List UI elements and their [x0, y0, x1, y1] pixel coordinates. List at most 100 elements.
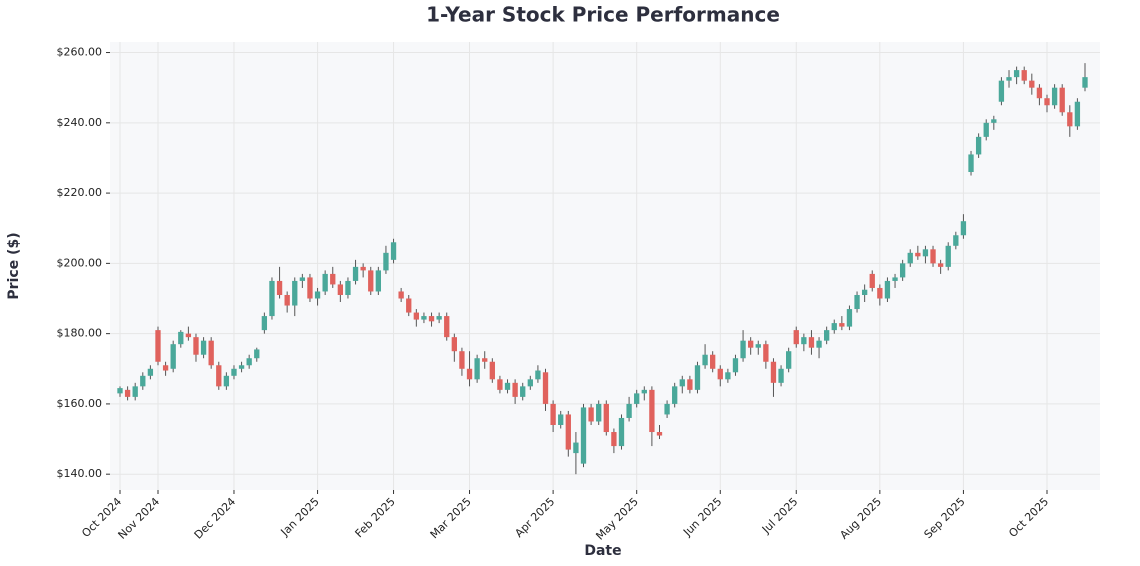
candle-body [748, 340, 754, 348]
candle-body [337, 284, 344, 295]
candle-body [975, 136, 982, 155]
candle-body [322, 273, 328, 292]
y-tick-label: $240.00 [57, 116, 103, 129]
candle-body [284, 294, 290, 306]
candle-body [892, 277, 898, 281]
candle-body [998, 80, 1005, 102]
candle-body [1029, 80, 1035, 88]
candle-body [634, 393, 640, 404]
candle-body [907, 252, 913, 264]
candle-body [725, 372, 731, 380]
x-tick-label: Aug 2025 [837, 495, 884, 542]
y-tick-label: $220.00 [57, 186, 103, 199]
y-tick-label: $200.00 [57, 256, 103, 269]
candle-body [801, 337, 807, 345]
candle-body [991, 119, 997, 123]
candle-body [238, 365, 245, 369]
candle-body [170, 344, 176, 369]
candle-body [641, 389, 647, 394]
candle-body [763, 344, 769, 362]
candle-body [497, 379, 503, 390]
candle-body [276, 280, 283, 295]
candle-body [147, 368, 154, 376]
candle-body [223, 375, 230, 387]
candle-body [869, 273, 875, 288]
candle-body [208, 340, 214, 366]
candle-body [375, 270, 382, 292]
candle-body [1082, 77, 1088, 88]
candle-body [937, 263, 944, 267]
candle-body [261, 316, 268, 331]
candle-body [428, 316, 435, 322]
candle-body [945, 245, 951, 267]
candle-body [702, 354, 708, 366]
chart-title: 1-Year Stock Price Performance [426, 3, 780, 27]
candle-body [770, 361, 777, 383]
candle-body [512, 382, 518, 397]
candle-body [968, 154, 974, 173]
candle-body [231, 368, 237, 376]
candle-body [292, 280, 298, 306]
candle-body [618, 417, 625, 447]
candle-body [922, 249, 929, 257]
candle-body [216, 365, 222, 387]
x-axis-label: Date [584, 543, 621, 559]
candle-body [877, 287, 883, 299]
candle-body [664, 403, 670, 415]
candle-body [299, 277, 306, 281]
candle-body [314, 291, 321, 299]
candle-body [596, 403, 602, 422]
candle-body [398, 291, 404, 299]
candle-body [983, 122, 989, 137]
candle-body [846, 309, 853, 327]
candle-body [436, 316, 442, 320]
candle-body [1074, 101, 1081, 127]
candle-body [603, 403, 609, 433]
candle-body [573, 442, 579, 454]
candle-body [1067, 112, 1073, 127]
candle-body [140, 375, 146, 387]
candle-body [717, 368, 723, 380]
candle-body [565, 414, 571, 450]
candle-body [732, 358, 739, 373]
candle-body [413, 312, 419, 320]
candle-body [246, 358, 252, 366]
candle-body [489, 361, 495, 380]
candle-body [786, 351, 792, 369]
candle-body [383, 252, 389, 271]
y-tick-label: $140.00 [57, 467, 103, 480]
x-tick-label: Jan 2025 [278, 495, 322, 539]
candle-body [558, 414, 564, 425]
candle-body [360, 266, 366, 271]
candle-body [854, 294, 860, 310]
candle-body [459, 351, 465, 369]
candle-body [656, 432, 663, 436]
candle-body [899, 263, 906, 278]
y-tick-label: $160.00 [57, 397, 103, 410]
candle-body [808, 337, 815, 348]
candle-body [1044, 98, 1050, 106]
candle-body [816, 340, 822, 348]
candle-body [352, 266, 359, 281]
candle-body [793, 330, 799, 345]
candle-body [588, 407, 594, 422]
candle-body [1013, 70, 1020, 78]
candle-body [117, 388, 123, 394]
candle-body [740, 340, 746, 359]
y-tick-label: $180.00 [57, 327, 103, 340]
candle-body [1059, 87, 1065, 113]
candle-body [307, 277, 313, 299]
candle-body [124, 389, 131, 397]
candle-body [831, 323, 837, 331]
candle-body [193, 337, 199, 355]
candle-body [839, 323, 845, 327]
candle-body [953, 235, 959, 246]
x-tick-label: Oct 2025 [1006, 495, 1051, 540]
candle-body [444, 316, 450, 338]
candle-body [482, 358, 488, 362]
candle-body [755, 344, 761, 348]
candle-body [861, 289, 868, 295]
candle-body [390, 242, 397, 260]
candle-body [155, 330, 161, 362]
